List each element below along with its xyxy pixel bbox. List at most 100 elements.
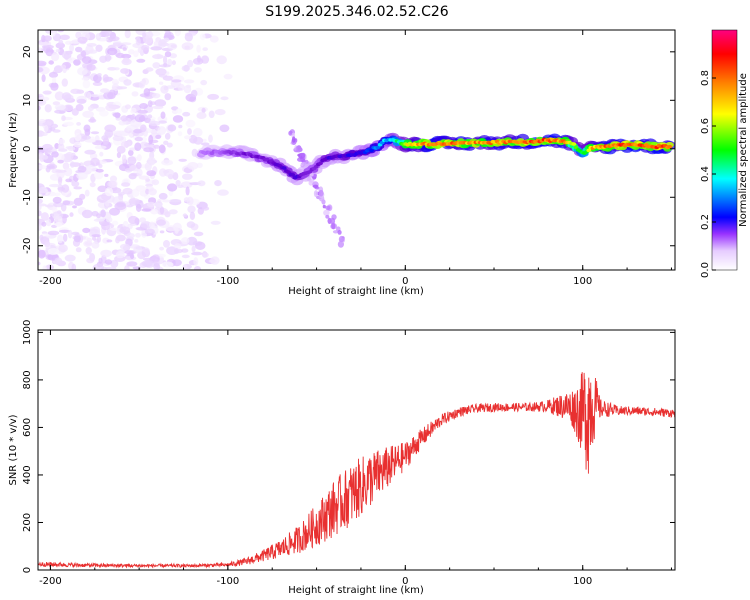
spectrogram-noise-blob — [168, 209, 178, 215]
spectrogram-noise-blob — [124, 250, 137, 255]
spectrogram-noise-blob — [151, 254, 160, 262]
spectrogram-noise-blob — [181, 237, 190, 245]
spectrogram-noise-blob — [62, 200, 71, 206]
spectrogram-noise-blob — [122, 187, 133, 195]
spectrogram-noise-blob — [71, 108, 79, 116]
spectrogram-noise-blob — [139, 141, 149, 150]
spectrogram-noise-blob — [82, 227, 91, 234]
spectrogram-noise-blob — [167, 124, 177, 132]
spectrogram-noise-blob — [163, 55, 168, 65]
spectrogram-noise-blob — [104, 187, 114, 197]
spectrogram-noise-blob — [40, 212, 49, 221]
spectrogram-noise-blob — [106, 216, 113, 223]
spectrogram-noise-blob — [41, 74, 46, 83]
spectrogram-noise-blob — [45, 264, 55, 270]
spectrogram-noise-blob — [167, 42, 178, 50]
spectrogram-noise-blob — [55, 222, 63, 227]
spectrogram-noise-blob — [164, 30, 171, 33]
spectrogram-noise-blob — [65, 146, 73, 150]
spectrogram-noise-blob — [38, 60, 47, 66]
spectrogram-noise-blob — [51, 52, 60, 62]
spectrogram-noise-blob — [61, 50, 72, 60]
colorbar-tick-label: 0.6 — [700, 118, 711, 134]
spectrogram-noise-blob — [45, 204, 54, 208]
spectrogram-noise-blob — [38, 47, 42, 52]
spectrogram-noise-blob — [139, 103, 149, 109]
spectrogram-noise-blob — [102, 137, 110, 145]
spectrogram-noise-blob — [182, 173, 193, 180]
spectrogram-noise-blob — [161, 261, 174, 268]
spectrogram-noise-blob — [42, 35, 52, 42]
spectrogram-noise-blob — [184, 32, 193, 42]
spectrogram-noise-blob — [96, 235, 101, 243]
spectrogram-noise-blob — [76, 98, 87, 104]
spectrogram-noise-blob — [62, 214, 67, 224]
spectrogram-noise-blob — [44, 240, 51, 248]
spectrogram-noise-blob — [158, 144, 166, 154]
spectrogram-noise-blob — [187, 205, 196, 213]
spectrogram-noise-blob — [107, 180, 117, 188]
spectrogram-x-tick-label: 0 — [402, 276, 408, 287]
spectrogram-noise-blob — [42, 154, 49, 160]
spectrogram-noise-blob — [210, 220, 221, 225]
spectrogram-ridge-point — [290, 173, 296, 177]
spectrogram-ridge-point — [318, 161, 323, 166]
spectrogram-spur-blob — [291, 136, 296, 143]
spectrogram-noise-blob — [175, 179, 181, 187]
spectrogram-noise-blob — [83, 240, 93, 247]
spectrogram-spur-blob — [323, 209, 330, 216]
spectrogram-noise-blob — [121, 182, 131, 187]
spectrogram-noise-blob — [101, 30, 113, 37]
spectrogram-noise-blob — [124, 265, 130, 270]
colorbar-tick-label: 0.8 — [700, 70, 711, 86]
spectrogram-noise-blob — [156, 219, 167, 226]
snr-series-line — [38, 372, 675, 569]
spectrogram-noise-blob — [61, 184, 70, 193]
spectrogram-noise-blob — [185, 186, 190, 196]
spectrogram-spur-blob — [325, 214, 330, 219]
spectrogram-spur-blob — [338, 235, 345, 243]
spectrogram-noise-blob — [186, 236, 198, 246]
spectrogram-noise-blob — [63, 104, 74, 112]
spectrogram-noise-blob — [126, 261, 138, 267]
spectrogram-noise-blob — [75, 46, 83, 53]
spectrogram-noise-blob — [99, 110, 109, 117]
snr-y-label: SNR (10 * v/v) — [8, 414, 19, 485]
spectrogram-noise-blob — [200, 79, 208, 86]
spectrogram-y-tick-label: 20 — [22, 45, 33, 58]
chart-title: S199.2025.346.02.52.C26 — [265, 4, 449, 20]
spectrogram-noise-blob — [124, 168, 133, 173]
spectrogram-noise-blob — [141, 77, 149, 86]
spectrogram-noise-blob — [38, 164, 47, 170]
spectrogram-noise-blob — [94, 145, 107, 150]
spectrogram-noise-blob — [61, 92, 72, 101]
spectrogram-noise-blob — [182, 213, 188, 218]
spectrogram-noise-blob — [109, 89, 115, 94]
spectrogram-noise-blob — [134, 239, 139, 243]
spectrogram-noise-blob — [190, 89, 198, 98]
spectrogram-y-tick-label: 10 — [22, 94, 33, 107]
spectrogram-noise-blob — [57, 30, 64, 33]
spectrogram-noise-blob — [90, 131, 100, 135]
spectrogram-noise-blob — [65, 151, 74, 161]
spectrogram-noise-blob — [38, 105, 41, 111]
spectrogram-noise-blob — [86, 43, 97, 47]
spectrogram-noise-blob — [128, 198, 140, 205]
spectrogram-noise-blob — [51, 30, 56, 37]
spectrogram-noise-blob — [86, 164, 97, 172]
spectrogram-x-tick-label: -100 — [217, 276, 240, 287]
spectrogram-noise-blob — [209, 35, 219, 43]
spectrogram-noise-blob — [120, 141, 131, 148]
spectrogram-ridge-point — [667, 144, 673, 149]
spectrogram-noise-blob — [194, 266, 201, 270]
snr-frame — [37, 329, 676, 571]
spectrogram-noise-blob — [151, 93, 161, 99]
spectrogram-noise-blob — [132, 42, 145, 49]
spectrogram-noise-blob — [48, 165, 55, 169]
spectrogram-y-tick-label: -20 — [22, 238, 33, 254]
spectrogram-noise-blob — [119, 226, 131, 235]
spectrogram-noise-blob — [143, 147, 155, 153]
spectrogram-noise-blob — [182, 111, 191, 117]
spectrogram-noise-blob — [77, 36, 88, 44]
spectrogram-noise-blob — [86, 63, 96, 71]
